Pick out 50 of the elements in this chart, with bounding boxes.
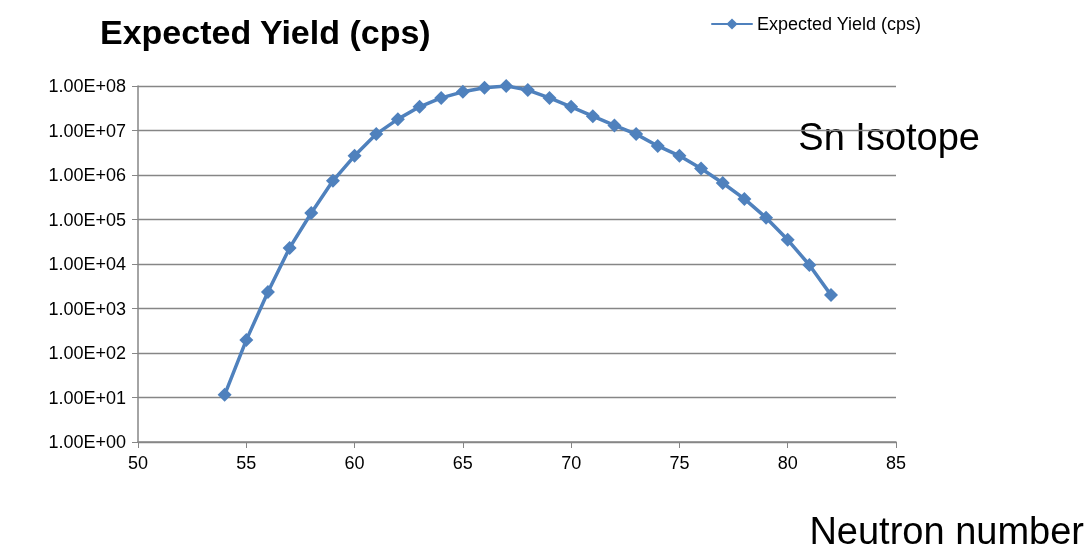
x-tick-label: 55 bbox=[236, 453, 257, 473]
point bbox=[520, 83, 535, 98]
y-tick-label: 1.00E+08 bbox=[48, 76, 126, 96]
point bbox=[629, 127, 644, 142]
point bbox=[715, 176, 730, 191]
point bbox=[650, 138, 665, 153]
point bbox=[412, 99, 427, 114]
x-tick-label: 80 bbox=[777, 453, 798, 473]
point bbox=[802, 257, 817, 272]
annotation: Sn Isotope bbox=[798, 116, 980, 158]
x-tick-label: 50 bbox=[127, 453, 149, 473]
point bbox=[260, 284, 275, 299]
point bbox=[304, 206, 319, 220]
point bbox=[737, 191, 752, 206]
point bbox=[824, 288, 839, 303]
x-tick-label: 85 bbox=[885, 453, 907, 473]
point bbox=[672, 148, 687, 163]
point bbox=[477, 80, 492, 95]
point bbox=[434, 90, 449, 105]
point bbox=[369, 127, 384, 142]
point bbox=[347, 148, 362, 163]
y-tick-label: 1.00E+01 bbox=[48, 387, 126, 408]
point bbox=[499, 79, 514, 93]
y-tick-label: 1.00E+07 bbox=[48, 120, 126, 141]
point bbox=[282, 240, 297, 255]
x-axis-title: Neutron number bbox=[809, 510, 1085, 550]
x-tick-label: 70 bbox=[561, 453, 582, 473]
point bbox=[759, 210, 774, 225]
point bbox=[694, 161, 709, 176]
point bbox=[217, 387, 232, 402]
x-tick-label: 65 bbox=[452, 453, 473, 473]
point bbox=[564, 99, 579, 114]
point bbox=[455, 84, 470, 99]
y-tick-label: 1.00E+00 bbox=[48, 432, 126, 452]
point bbox=[390, 112, 405, 127]
x-tick-label: 60 bbox=[344, 453, 365, 473]
point bbox=[780, 232, 795, 247]
point bbox=[585, 109, 600, 124]
x-tick-label: 75 bbox=[669, 453, 690, 473]
y-tick-label: 1.00E+03 bbox=[48, 298, 126, 319]
y-tick-label: 1.00E+04 bbox=[48, 254, 126, 274]
chart-title: Expected Yield (cps) bbox=[100, 13, 431, 51]
point bbox=[325, 173, 340, 188]
y-tick-label: 1.00E+02 bbox=[48, 343, 126, 363]
point bbox=[607, 118, 622, 133]
y-tick-label: 1.00E+06 bbox=[48, 165, 126, 185]
point bbox=[239, 333, 254, 348]
legend-label: Expected Yield (cps) bbox=[757, 14, 922, 34]
point bbox=[542, 90, 557, 105]
y-tick-label: 1.00E+05 bbox=[48, 209, 126, 230]
